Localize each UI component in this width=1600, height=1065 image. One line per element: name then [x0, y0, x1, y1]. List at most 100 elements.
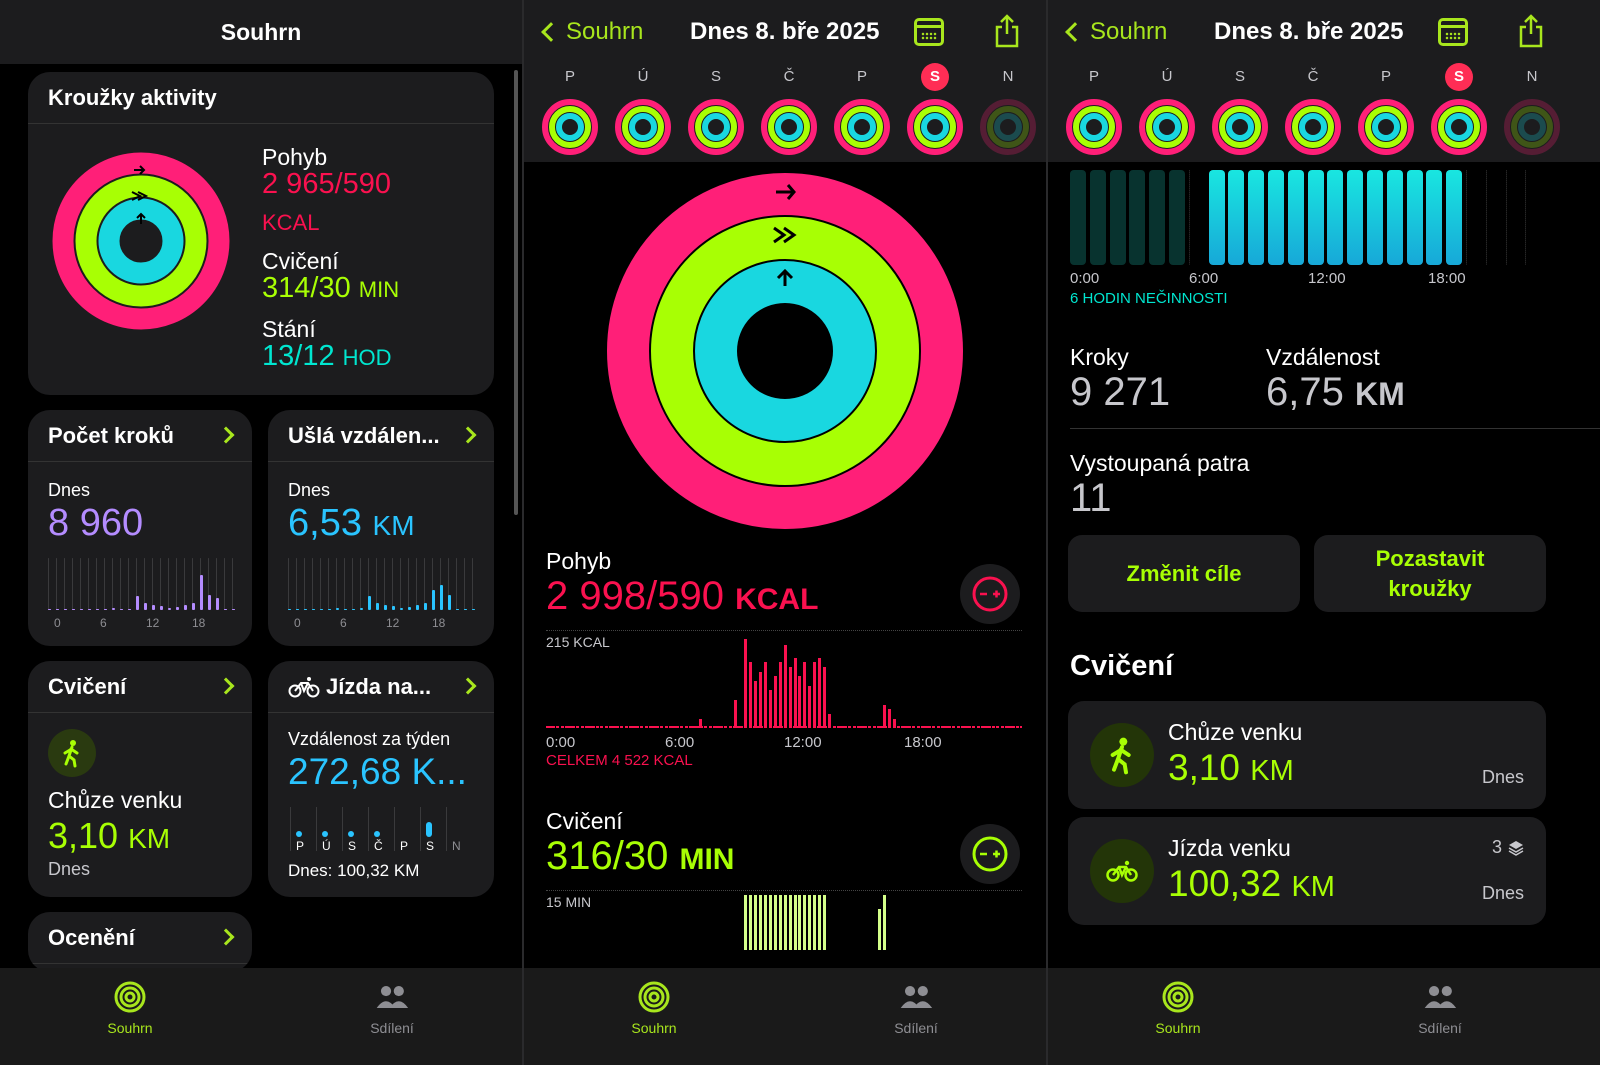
tab-summary[interactable]: Souhrn [70, 980, 190, 1036]
grid-line [376, 558, 377, 610]
bar [986, 726, 990, 728]
bar [803, 894, 807, 950]
back-button[interactable]: Souhrn [1062, 18, 1167, 46]
bar [729, 726, 733, 728]
day-rings-icon[interactable] [1138, 98, 1196, 156]
exercise-label: Cvičení [262, 248, 339, 274]
share-icon[interactable] [1518, 14, 1544, 48]
grid-line [112, 558, 113, 610]
distance-card[interactable]: Ušlá vzdálen... Dnes 6,53 KM 0 6 12 18 [268, 410, 494, 646]
workout-row-walking[interactable]: Chůze venku 3,10 KM Dnes [1068, 701, 1546, 809]
weekday-label: N [1526, 68, 1538, 85]
day-label: S [348, 839, 357, 853]
tick: 6 [100, 616, 107, 630]
bar [956, 726, 960, 728]
workouts-card[interactable]: Cvičení Chůze venku 3,10 KM Dnes [28, 661, 252, 897]
weekday-label: Č [783, 68, 795, 85]
day-rings-icon[interactable] [614, 98, 672, 156]
bar [352, 609, 355, 610]
people-icon [1424, 985, 1457, 1009]
grid-line [408, 558, 409, 610]
move-unit: KCAL [735, 583, 819, 616]
tab-sharing[interactable]: Sdílení [1380, 980, 1500, 1036]
workout-unit: KM [1291, 871, 1335, 903]
steps-card[interactable]: Počet kroků Dnes 8 960 0 6 12 18 [28, 410, 252, 646]
bar [200, 575, 203, 610]
bar [104, 609, 107, 610]
tick: 18:00 [904, 734, 942, 751]
workouts-title: Cvičení [1070, 650, 1174, 682]
bar [600, 726, 604, 728]
day-rings-icon[interactable] [1284, 98, 1342, 156]
back-button[interactable]: Souhrn [538, 18, 643, 46]
bar [709, 726, 713, 728]
bar [368, 596, 371, 610]
pause-rings-button[interactable]: Pozastavit kroužky [1314, 535, 1546, 612]
day-label: N [452, 839, 461, 853]
tab-summary[interactable]: Souhrn [594, 980, 714, 1036]
stand-hour-bar [1525, 170, 1527, 265]
day-rings-icon[interactable] [1430, 98, 1488, 156]
rings-tab-icon [114, 981, 146, 1013]
day-rings-icon[interactable] [1065, 98, 1123, 156]
day-rings-icon[interactable] [906, 98, 964, 156]
stand-hourly-chart [1070, 170, 1546, 265]
share-icon[interactable] [994, 14, 1020, 48]
tab-summary[interactable]: Souhrn [1118, 980, 1238, 1036]
workout-value: 3,10 [48, 815, 119, 856]
edit-exercise-goal-button[interactable] [960, 824, 1020, 884]
bar [635, 726, 639, 728]
grid-line [128, 558, 129, 610]
bar [932, 726, 936, 728]
cycling-card[interactable]: Jízda na... Vzdálenost za týden 272,68 K… [268, 661, 494, 897]
exercise-value: 314/30 [262, 272, 351, 304]
steps-mini-chart [48, 558, 235, 610]
day-rings-icon[interactable] [687, 98, 745, 156]
bar [758, 671, 762, 728]
scrollbar[interactable] [514, 70, 518, 515]
weekday-label: S [710, 68, 721, 85]
chart-max-label: 15 MIN [546, 894, 592, 910]
bar [674, 726, 678, 728]
day-rings-icon[interactable] [760, 98, 818, 156]
day-rings-icon[interactable] [1211, 98, 1269, 156]
tab-sharing[interactable]: Sdílení [332, 980, 452, 1036]
bar [872, 726, 876, 728]
tick: 18:00 [1428, 270, 1466, 287]
people-icon [376, 985, 409, 1009]
change-goals-button[interactable]: Změnit cíle [1068, 535, 1300, 612]
weekday-label: P [1088, 68, 1099, 85]
rings-tab-icon [1162, 981, 1194, 1013]
cycling-sub: Vzdálenost za týden [288, 729, 451, 749]
bar [887, 709, 891, 728]
bar [877, 726, 881, 728]
edit-move-goal-button[interactable] [960, 564, 1020, 624]
day-rings-icon[interactable] [1503, 98, 1561, 156]
bar [907, 726, 911, 728]
tick: 0 [54, 616, 61, 630]
bar [585, 726, 589, 728]
chevron-right-icon [459, 426, 477, 444]
move-value: 2 965/590 [262, 168, 392, 200]
day-rings-icon[interactable] [541, 98, 599, 156]
day-rings-icon[interactable] [979, 98, 1037, 156]
awards-card[interactable]: Ocenění [28, 912, 252, 972]
calendar-icon[interactable] [914, 18, 944, 46]
divider [1046, 0, 1048, 1065]
distance-value: 6,53 [288, 502, 362, 544]
bar [843, 726, 846, 728]
calendar-icon[interactable] [1438, 18, 1468, 46]
bar [456, 609, 459, 610]
move-hourly-chart [546, 630, 1022, 728]
workout-row-cycling[interactable]: Jízda venku 100,32 KM 3 Dnes [1068, 817, 1546, 925]
day-label: Č [374, 839, 383, 853]
activity-rings-card[interactable]: Kroužky aktivity Pohyb 2 965/590 KCAL Cv… [28, 72, 494, 395]
grid-line [312, 558, 313, 610]
bar [322, 831, 328, 837]
day-rings-icon[interactable] [833, 98, 891, 156]
bar [882, 704, 886, 728]
tick: 12 [386, 616, 400, 630]
bar [48, 609, 51, 610]
tab-sharing[interactable]: Sdílení [856, 980, 976, 1036]
day-rings-icon[interactable] [1357, 98, 1415, 156]
